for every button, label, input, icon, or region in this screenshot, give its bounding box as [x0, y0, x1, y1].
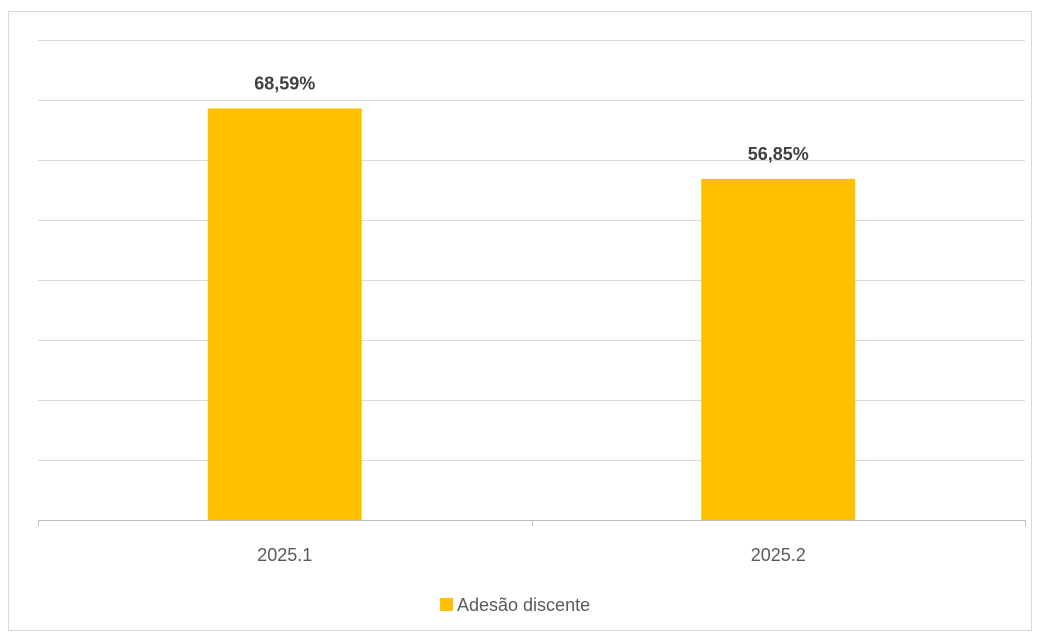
x-tick-label: 2025.2	[751, 545, 806, 565]
legend-label: Adesão discente	[457, 595, 590, 615]
bar	[701, 178, 856, 520]
data-labels: 68,59% 56,85%	[254, 73, 809, 163]
data-label: 56,85%	[748, 144, 809, 164]
x-axis: 2025.1 2025.2	[38, 520, 1026, 565]
gridlines	[38, 40, 1025, 461]
x-tick-label: 2025.1	[257, 545, 312, 565]
data-label: 68,59%	[254, 73, 315, 93]
bars	[207, 108, 856, 521]
legend-swatch	[440, 598, 453, 611]
chart-frame	[8, 11, 1032, 631]
bar	[207, 108, 362, 521]
legend: Adesão discente	[440, 595, 590, 615]
